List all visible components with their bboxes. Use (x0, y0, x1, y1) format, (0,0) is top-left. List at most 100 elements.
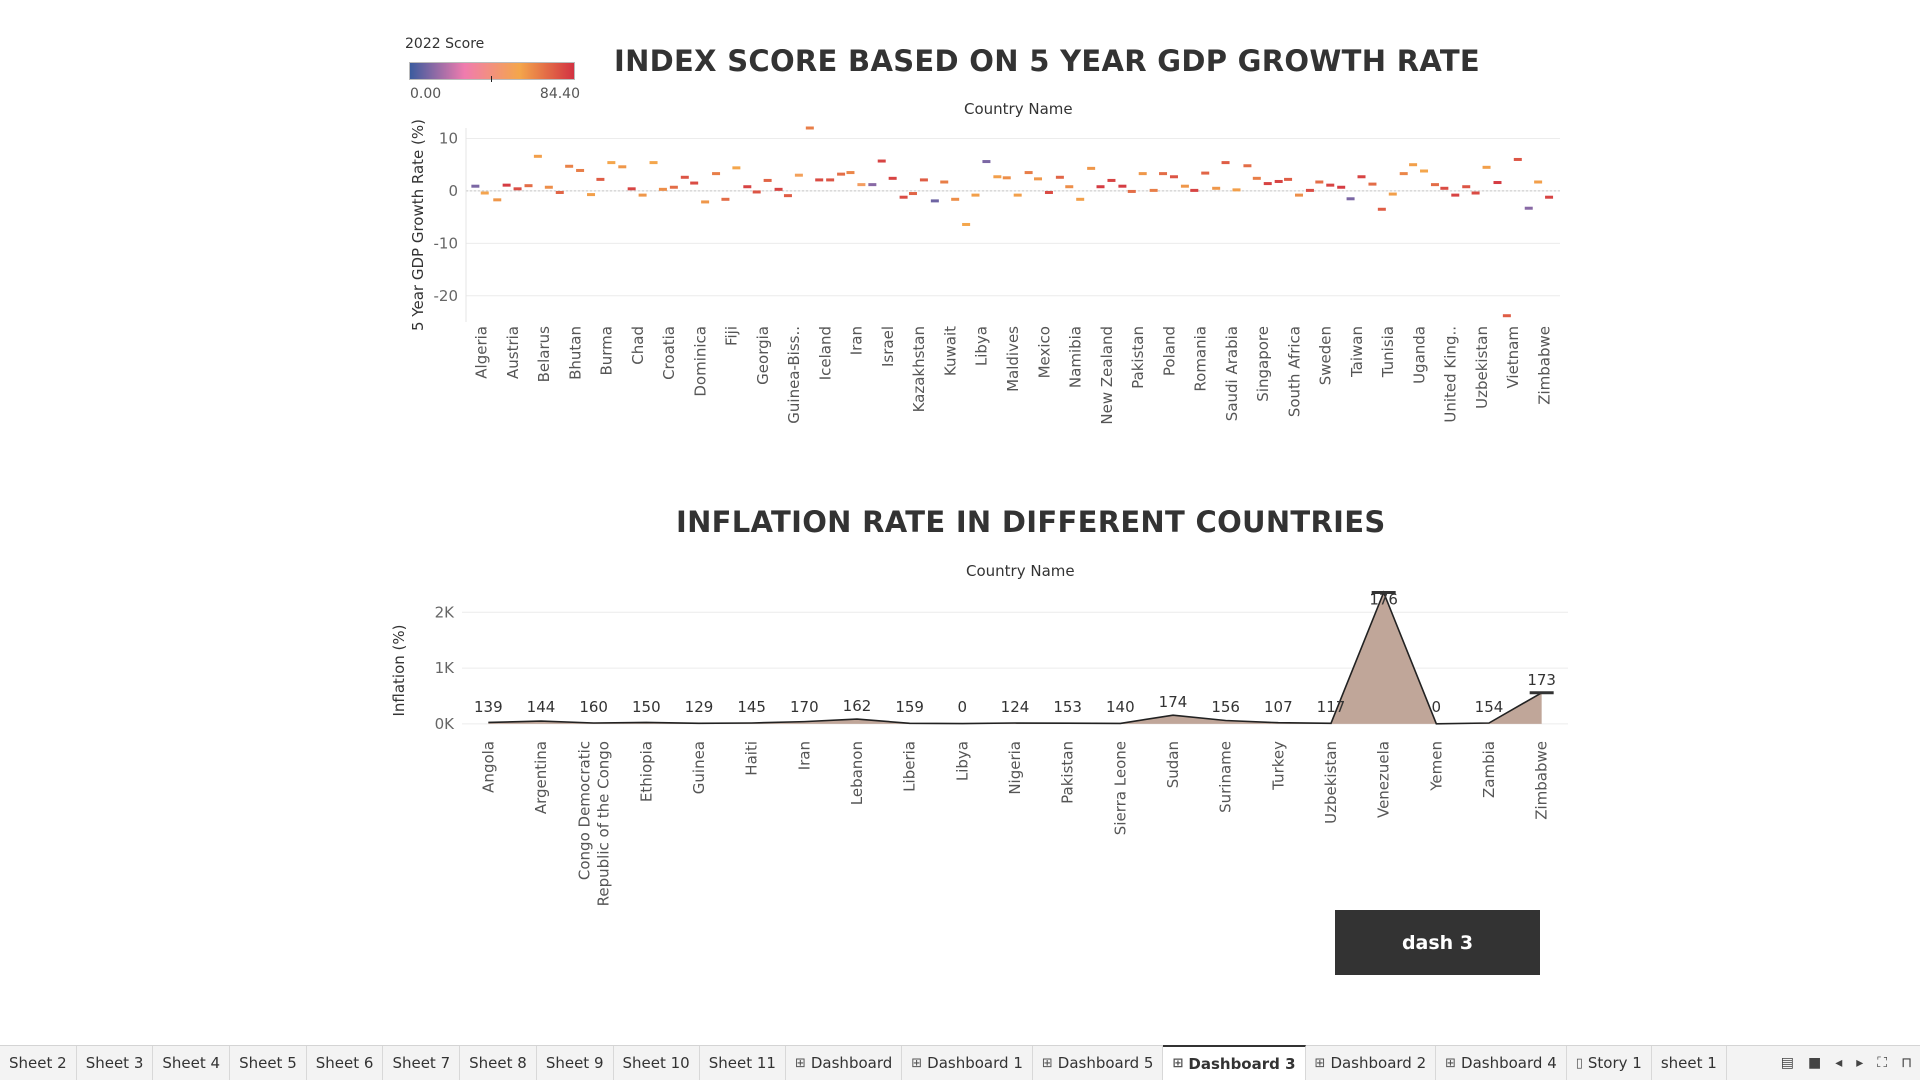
chart2-data-label: 124 (1001, 698, 1030, 716)
chart1-x-tick-label: Zimbabwe (1535, 326, 1553, 405)
chart1-point (721, 197, 730, 201)
tab-label: Sheet 4 (162, 1054, 221, 1072)
chart1-y-axis-title: 5 Year GDP Growth Rate (%) (409, 119, 427, 331)
chart1-point (1305, 188, 1314, 192)
chart1-point (1149, 188, 1158, 192)
tab-sheet-10[interactable]: Sheet 10 (614, 1046, 700, 1080)
tab-sheet-8[interactable]: Sheet 8 (460, 1046, 537, 1080)
chart1-x-tick-label: Guinea-Biss.. (785, 326, 803, 424)
tab-sheet-6[interactable]: Sheet 6 (307, 1046, 384, 1080)
chart1-point (1127, 189, 1136, 193)
tab-sheet-7[interactable]: Sheet 7 (383, 1046, 461, 1080)
chart1-point (1502, 314, 1511, 318)
tab-label: Dashboard 5 (1057, 1054, 1154, 1072)
chart2-line (488, 590, 1543, 725)
chart2-data-label: 160 (579, 698, 608, 716)
chart1-x-tick-label: Namibia (1067, 326, 1085, 388)
chart1-point (1337, 185, 1346, 189)
chart1-point (1252, 176, 1261, 180)
tab-dashboard-1[interactable]: ⊞ Dashboard 1 (902, 1046, 1033, 1080)
chart1-point (533, 154, 542, 158)
chart1-point (524, 184, 533, 188)
chart2-data-label: 0 (1432, 698, 1442, 716)
tab-sheet-2[interactable]: Sheet 2 (0, 1046, 77, 1080)
chart1-point (732, 166, 741, 170)
tab-label: Sheet 3 (85, 1054, 144, 1072)
chart1-x-tick-label: Mexico (1035, 326, 1053, 378)
tab-dashboard[interactable]: ⊞ Dashboard (786, 1046, 903, 1080)
tab-dashboard-3[interactable]: ⊞ Dashboard 3 (1163, 1045, 1306, 1080)
fit-screen-icon[interactable]: ⛶ (1877, 1055, 1888, 1071)
show-filmstrip-icon[interactable]: ▤ (1780, 1055, 1794, 1071)
chart1-point (1096, 185, 1105, 189)
chart2-x-tick-label: Argentina (532, 741, 550, 814)
chart1-y-tick-label: -10 (434, 234, 459, 252)
tab-sheet-4[interactable]: Sheet 4 (153, 1046, 231, 1080)
chart1-point (919, 178, 928, 182)
tab-label: Sheet 7 (392, 1054, 451, 1072)
chart1-point (1513, 157, 1522, 161)
chart1-x-tick-label: Belarus (535, 326, 553, 383)
next-tab-icon[interactable]: ▸ (1856, 1055, 1864, 1071)
chart1-point (1440, 186, 1449, 190)
chart1-point (1232, 188, 1241, 192)
dash3-button[interactable]: dash 3 (1335, 910, 1540, 975)
chart1-point (502, 183, 511, 187)
chart2-data-label: 150 (632, 698, 661, 716)
chart1-point (1482, 165, 1491, 169)
tab-story-1[interactable]: ▯ Story 1 (1567, 1046, 1652, 1080)
chart2-data-label: 140 (1106, 698, 1135, 716)
legend-max-label: 84.40 (539, 86, 580, 102)
chart1-point (1190, 188, 1199, 192)
show-tabs-icon[interactable]: ■ (1807, 1055, 1822, 1071)
chart1-point (471, 184, 480, 188)
chart2-data-label: 139 (474, 698, 503, 716)
chart1-point (1399, 172, 1408, 176)
chart1-point (1065, 185, 1074, 189)
chart1-x-tick-label: Bhutan (566, 326, 584, 380)
chart1-x-tick-label: Burma (598, 326, 616, 376)
dashboard-icon: ⊞ (1172, 1056, 1184, 1071)
legend-min-label: 0.00 (410, 86, 442, 102)
tab-sheet-5[interactable]: Sheet 5 (230, 1046, 307, 1080)
tab-sheet-1[interactable]: sheet 1 (1652, 1046, 1727, 1080)
tab-dashboard-5[interactable]: ⊞ Dashboard 5 (1033, 1046, 1164, 1080)
tab-sheet-3[interactable]: Sheet 3 (77, 1046, 154, 1080)
chart1-x-tick-label: New Zealand (1098, 326, 1116, 425)
chart2-y-axis-title: Inflation (%) (390, 624, 408, 716)
chart2-x-tick-label: Zambia (1480, 741, 1498, 798)
chart2-x-tick-label: Pakistan (1059, 741, 1077, 804)
color-legend: 2022 Score 0.00 84.40 (405, 36, 580, 106)
chart1-point (930, 199, 939, 203)
previous-tab-icon[interactable]: ◂ (1835, 1055, 1843, 1071)
legend-marker (491, 76, 492, 82)
tab-label: Sheet 11 (708, 1054, 776, 1072)
chart1-point (1034, 177, 1043, 181)
chart1-point (774, 187, 783, 191)
chart1-point (638, 193, 647, 197)
chart2-x-tick-label: Guinea (690, 741, 708, 794)
chart1-point (669, 185, 678, 189)
chart1-x-tick-label: South Africa (1285, 326, 1303, 417)
chart1-point (690, 181, 699, 185)
chart1-y-tick-label: -20 (434, 287, 459, 305)
chart2-x-tick-label: Congo Democratic (576, 741, 594, 880)
chart1-point (1326, 183, 1335, 187)
chart2-data-label: 162 (843, 697, 872, 715)
presentation-mode-icon[interactable]: ⊓ (1901, 1055, 1912, 1071)
tab-dashboard-2[interactable]: ⊞ Dashboard 2 (1306, 1046, 1437, 1080)
tab-sheet-11[interactable]: Sheet 11 (700, 1046, 786, 1080)
tab-label: Sheet 9 (545, 1054, 604, 1072)
tab-sheet-9[interactable]: Sheet 9 (537, 1046, 614, 1080)
chart2-data-label: 107 (1264, 698, 1293, 716)
chart1-point (1388, 192, 1397, 196)
chart2-x-tick-label: Ethiopia (637, 741, 655, 802)
chart1-x-tick-label: Tunisia (1379, 326, 1397, 378)
chart1-point (846, 171, 855, 175)
chart1-point (763, 178, 772, 182)
charts-canvas: 10 0 -10 -20 5 Year GDP Growth Rate (%) Alger… (390, 119, 1568, 906)
tab-dashboard-4[interactable]: ⊞ Dashboard 4 (1436, 1046, 1567, 1080)
chart1-point (837, 172, 846, 176)
chart1-x-tick-label: Pakistan (1129, 326, 1147, 389)
tab-label: Dashboard 1 (927, 1054, 1023, 1072)
